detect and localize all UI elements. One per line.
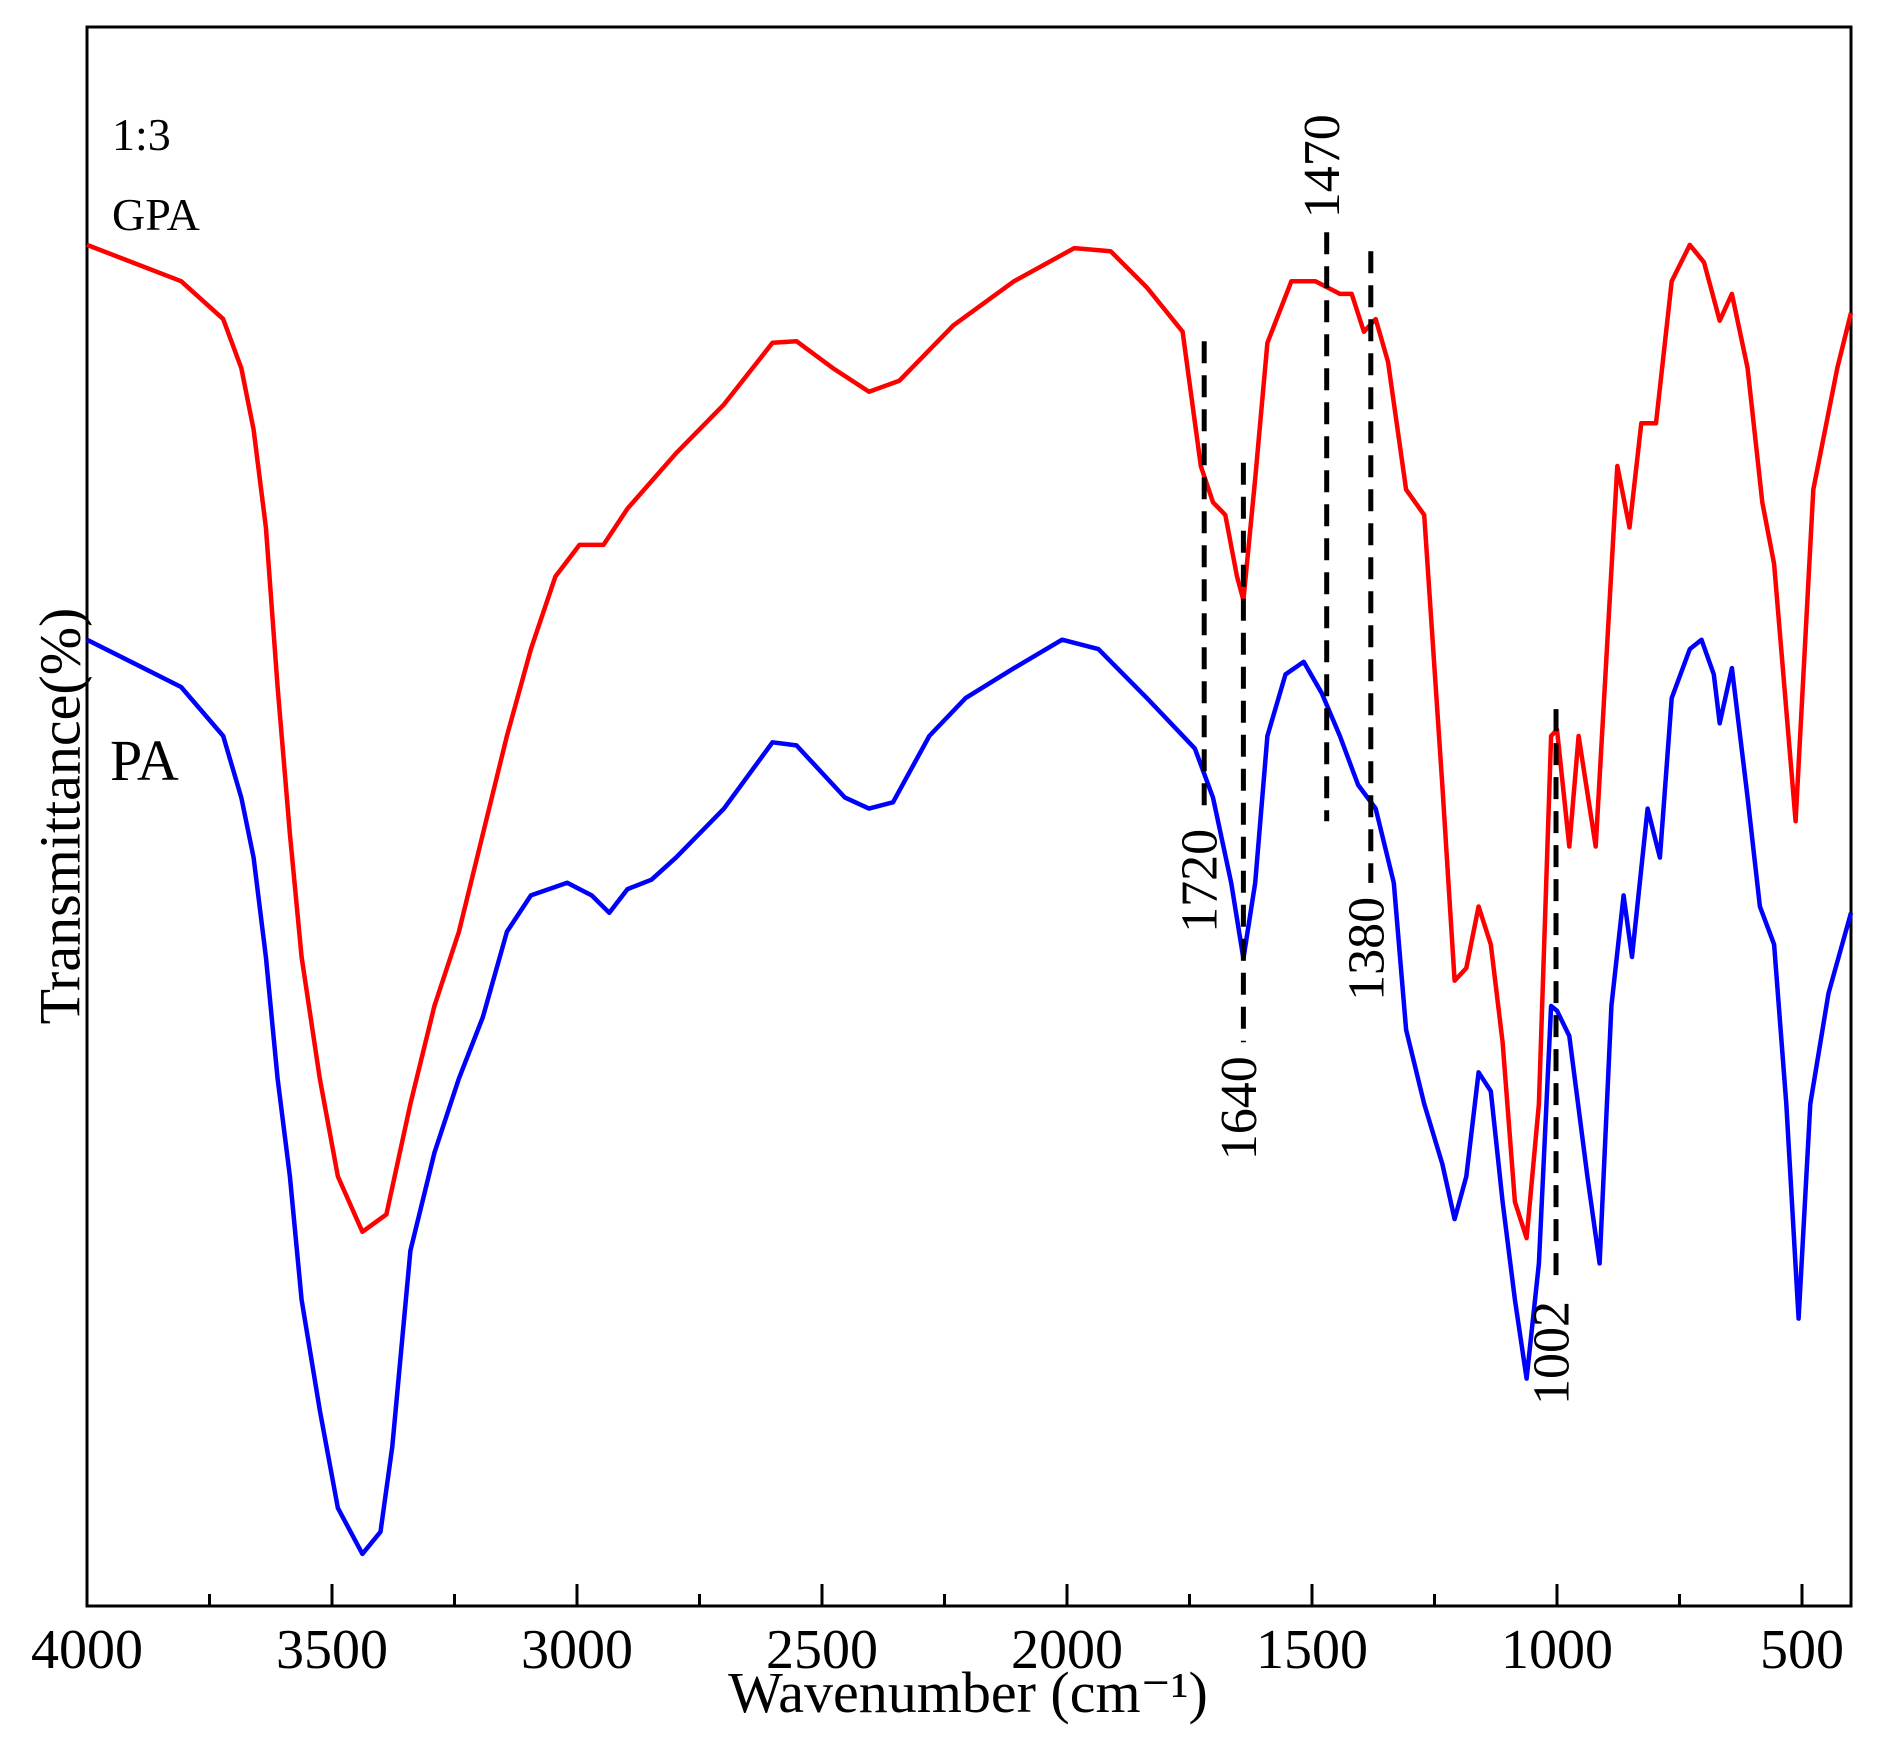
x-tick-label: 2000 [1011, 1619, 1123, 1681]
series-label: 1:3 GPA [112, 109, 200, 240]
x-tick-label: 4000 [31, 1619, 143, 1681]
series-line [85, 637, 1854, 1557]
annotation-label: 1640 [1211, 1056, 1268, 1160]
x-tick-label: 1500 [1256, 1619, 1368, 1681]
x-tick-label: 500 [1760, 1619, 1844, 1681]
annotation-label: 1470 [1294, 114, 1351, 218]
plot-frame [85, 25, 1853, 1608]
x-tick-label: 2500 [766, 1619, 878, 1681]
x-tick-label: 1000 [1501, 1619, 1613, 1681]
annotation-label: 1380 [1338, 897, 1395, 1001]
x-axis-label: Wavenumber (cm⁻¹) [728, 1660, 1208, 1725]
x-tick-label: 3000 [521, 1619, 633, 1681]
x-tick-label: 3500 [276, 1619, 388, 1681]
y-axis-label: Transmittance(%) [28, 608, 93, 1025]
annotation-label: 1720 [1172, 829, 1229, 933]
series-label: PA [110, 728, 179, 793]
series-line [86, 242, 1854, 1241]
annotation-label: 1002 [1524, 1301, 1581, 1405]
